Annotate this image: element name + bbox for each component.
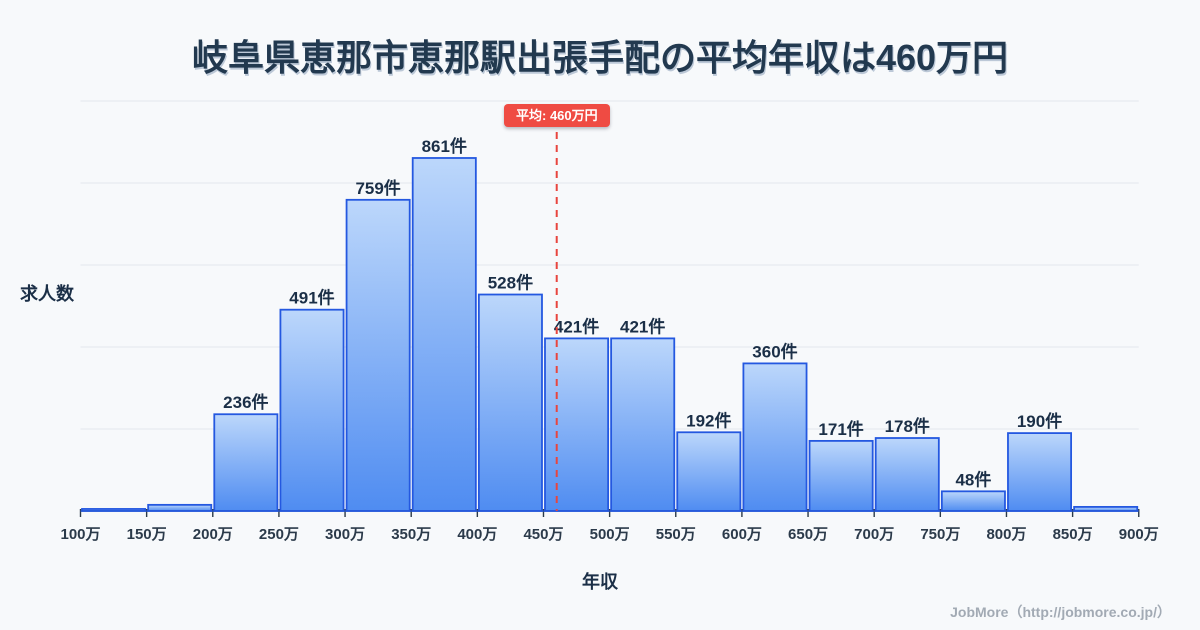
svg-text:236件: 236件 <box>223 392 268 412</box>
svg-text:650万: 650万 <box>788 526 828 543</box>
svg-text:861件: 861件 <box>422 136 467 156</box>
svg-text:100万: 100万 <box>60 526 100 543</box>
svg-text:850万: 850万 <box>1053 526 1093 543</box>
svg-text:500万: 500万 <box>590 526 630 543</box>
svg-text:491件: 491件 <box>289 288 334 308</box>
svg-text:528件: 528件 <box>488 273 533 293</box>
svg-text:190件: 190件 <box>1017 411 1062 431</box>
svg-text:200万: 200万 <box>193 526 233 543</box>
svg-text:178件: 178件 <box>885 416 930 436</box>
svg-text:300万: 300万 <box>325 526 365 543</box>
svg-text:171件: 171件 <box>818 419 863 439</box>
svg-text:192件: 192件 <box>686 410 731 430</box>
svg-text:600万: 600万 <box>722 526 762 543</box>
svg-text:900万: 900万 <box>1119 526 1159 543</box>
svg-text:150万: 150万 <box>127 526 167 543</box>
svg-text:550万: 550万 <box>656 526 696 543</box>
svg-text:759件: 759件 <box>355 178 400 198</box>
svg-text:450万: 450万 <box>523 526 563 543</box>
svg-text:750万: 750万 <box>920 526 960 543</box>
svg-text:421件: 421件 <box>554 316 599 336</box>
svg-text:800万: 800万 <box>986 526 1026 543</box>
svg-text:360件: 360件 <box>752 341 797 361</box>
svg-text:700万: 700万 <box>854 526 894 543</box>
svg-text:350万: 350万 <box>391 526 431 543</box>
svg-text:400万: 400万 <box>457 526 497 543</box>
svg-text:48件: 48件 <box>955 469 991 489</box>
svg-text:421件: 421件 <box>620 316 665 336</box>
svg-text:250万: 250万 <box>259 526 299 543</box>
